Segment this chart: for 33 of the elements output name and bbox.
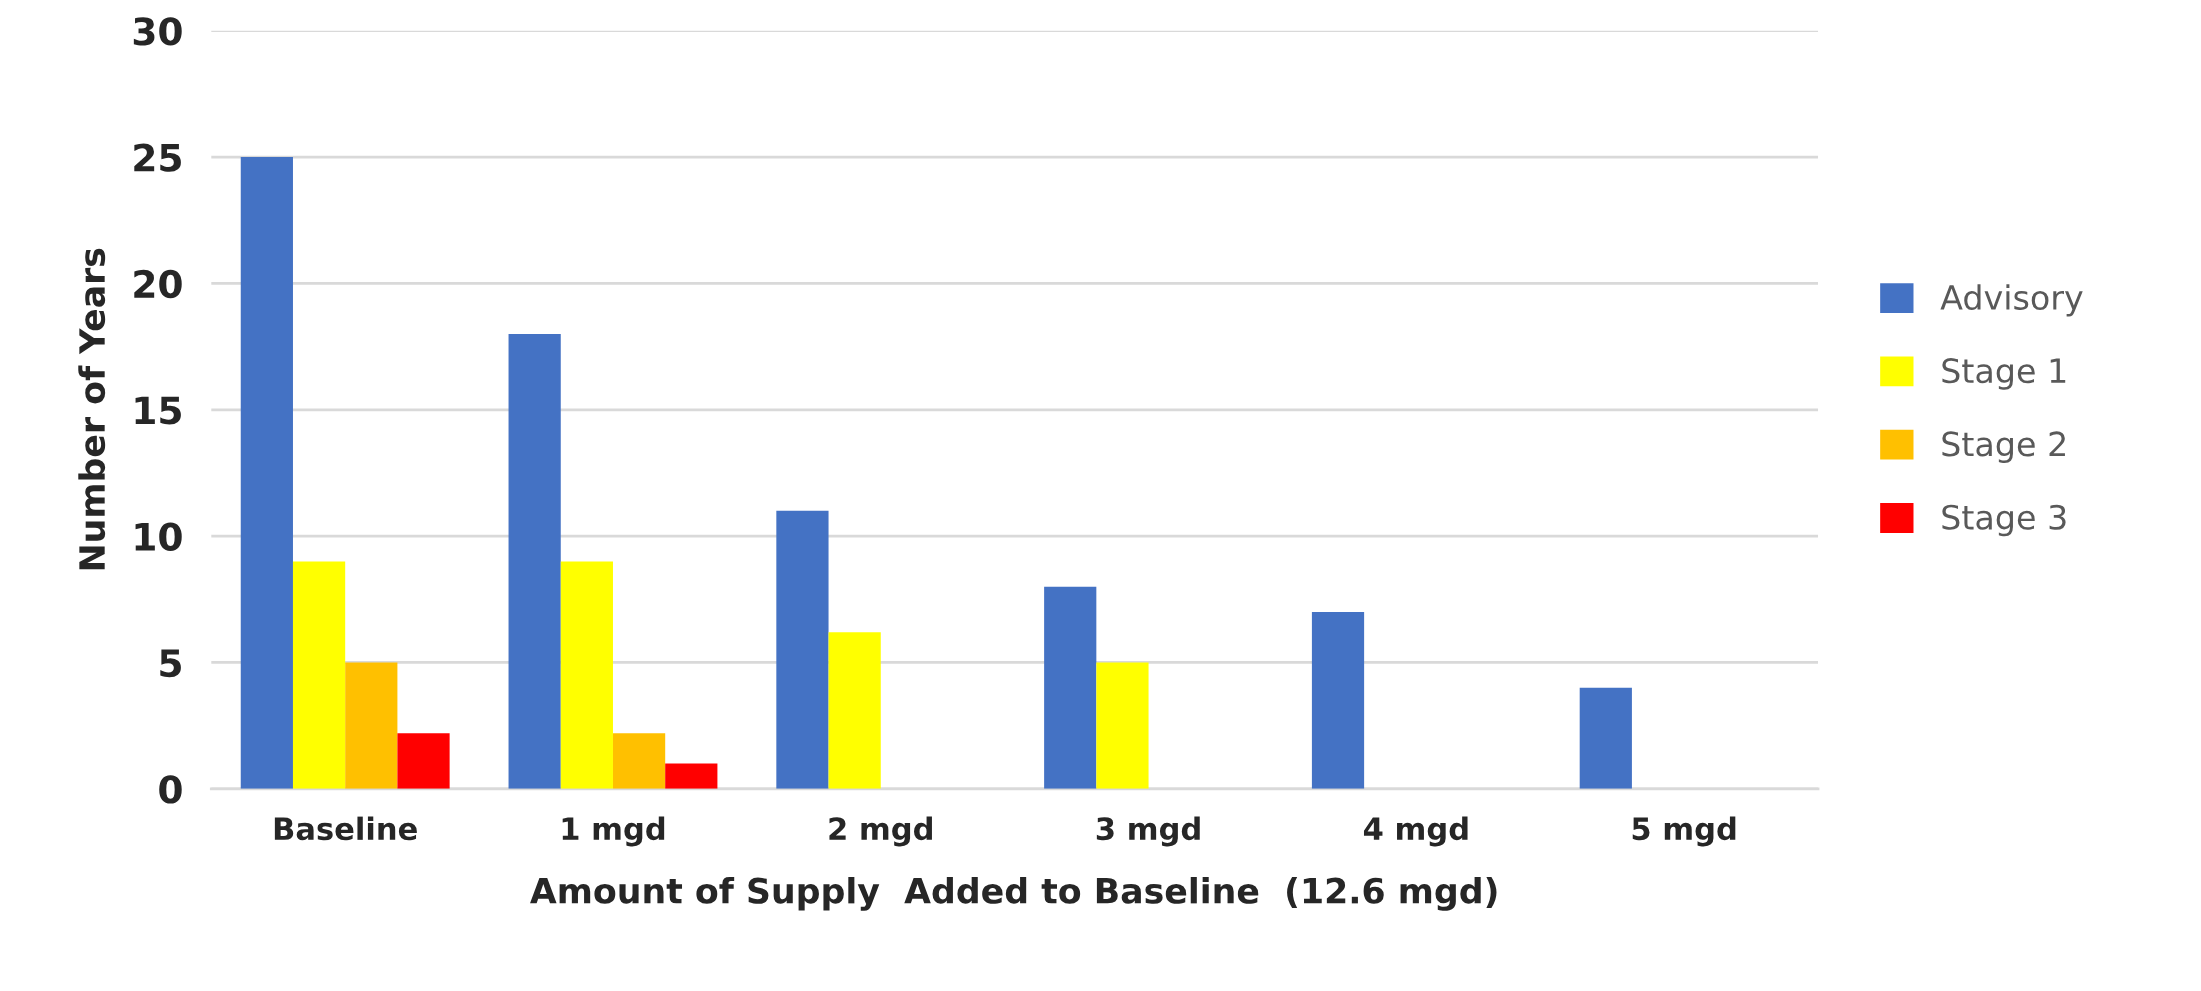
y-tick-label: 5 [160, 649, 181, 678]
bar [776, 510, 829, 789]
bar [1311, 611, 1365, 789]
bar [508, 333, 561, 789]
y-tick-label: 30 [133, 17, 182, 46]
bar [292, 561, 346, 789]
y-tick-label: 20 [134, 269, 182, 299]
legend-label: Stage 1 [1942, 358, 2066, 390]
y-axis-title: Number of Years [78, 248, 106, 570]
x-tick-label: 5 mgd [1632, 816, 1736, 847]
x-axis-title: Amount of Supply Added to Baseline (12.6 mgd) [530, 876, 1497, 911]
x-tick-label: 2 mgd [829, 816, 932, 847]
x-tick-label: Baseline [274, 816, 417, 841]
legend-label: Stage 2 [1942, 431, 2065, 464]
bar [240, 157, 293, 789]
y-tick-label: 15 [135, 396, 181, 425]
bar [397, 733, 450, 789]
bar [1579, 687, 1632, 789]
bar [828, 632, 881, 789]
bar [1096, 662, 1149, 789]
legend-label: Advisory [1940, 284, 2083, 317]
x-tick-label: 1 mgd [562, 816, 665, 847]
x-tick-label: 3 mgd [1096, 816, 1200, 847]
bar [1044, 586, 1097, 789]
bar [612, 733, 666, 789]
legend-label: Stage 3 [1942, 504, 2066, 537]
x-tick-label: 4 mgd [1363, 816, 1468, 847]
y-tick-label: 10 [135, 522, 182, 551]
bar [560, 561, 613, 789]
bar [665, 763, 718, 789]
y-tick-label: 25 [134, 143, 181, 172]
bar [345, 662, 398, 789]
y-tick-label: 0 [159, 775, 182, 804]
